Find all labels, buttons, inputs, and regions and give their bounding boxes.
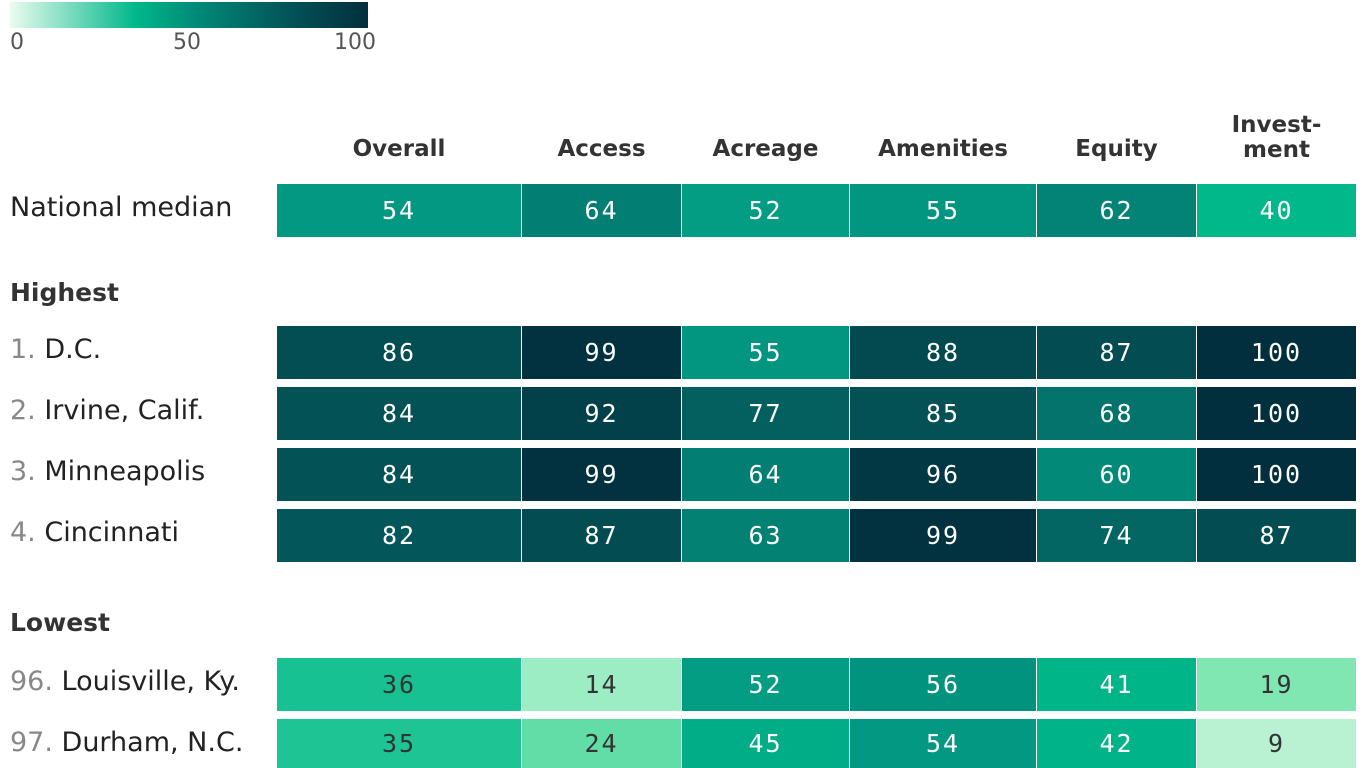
row-name: Louisville, Ky. [61,666,241,697]
heatmap-cell: 40 [1197,184,1356,237]
heatmap-cell: 82 [277,509,521,562]
row-name: Durham, N.C. [61,727,244,758]
heatmap-cell: 60 [1037,448,1196,501]
heatmap-cell: 99 [522,326,681,379]
column-header-1: Overall [352,136,446,162]
section-title-highest: Highest [10,278,119,307]
row-rank: 96. [10,666,62,697]
heatmap-cell: 63 [682,509,849,562]
heatmap-cell: 87 [1037,326,1196,379]
row-rank: 4. [10,517,45,548]
heatmap-cell: 92 [522,387,681,440]
row-rank: 97. [10,727,62,758]
row-name: D.C. [44,334,102,365]
row-label: 1. D.C. [10,334,101,365]
heatmap-cell: 74 [1037,509,1196,562]
heatmap-cell: 55 [850,184,1036,237]
heatmap-cell: 86 [277,326,521,379]
heatmap-cell: 56 [850,658,1036,711]
heatmap-cell: 14 [522,658,681,711]
heatmap-cell: 96 [850,448,1036,501]
column-header-3: Acreage [712,136,819,162]
heatmap-cell: 64 [522,184,681,237]
heatmap-cell: 52 [682,658,849,711]
heatmap-cell: 54 [850,719,1036,768]
section-title-lowest: Lowest [10,608,110,637]
row-label: 97. Durham, N.C. [10,727,243,758]
heatmap-cell: 9 [1197,719,1356,768]
row-name: Cincinnati [44,517,180,548]
heatmap-cell: 87 [522,509,681,562]
column-header-6: Invest-ment [1231,112,1322,163]
row-label: 2. Irvine, Calif. [10,395,204,426]
row-label: National median [10,192,232,223]
row-name: National median [10,192,233,223]
heatmap-cell: 84 [277,387,521,440]
row-rank: 1. [10,334,45,365]
heatmap-cell: 24 [522,719,681,768]
column-header-2: Access [557,136,646,162]
legend-tick-max: 100 [334,30,376,55]
heatmap-cell: 19 [1197,658,1356,711]
heatmap-cell: 100 [1197,448,1356,501]
color-legend: 0 50 100 [10,2,376,58]
row-label: 96. Louisville, Ky. [10,666,240,697]
heatmap-cell: 99 [850,509,1036,562]
row-name: Irvine, Calif. [44,395,205,426]
heatmap-cell: 84 [277,448,521,501]
heatmap-cell: 54 [277,184,521,237]
row-label: 4. Cincinnati [10,517,179,548]
heatmap-cell: 55 [682,326,849,379]
heatmap-cell: 100 [1197,387,1356,440]
row-rank: 2. [10,395,45,426]
heatmap-cell: 99 [522,448,681,501]
legend-tick-mid: 50 [173,30,201,55]
row-rank: 3. [10,456,45,487]
column-header-5: Equity [1075,136,1158,162]
heatmap-cell: 42 [1037,719,1196,768]
heatmap-cell: 88 [850,326,1036,379]
heatmap-cell: 77 [682,387,849,440]
column-header-4: Amenities [878,136,1008,162]
heatmap-cell: 45 [682,719,849,768]
heatmap-cell: 68 [1037,387,1196,440]
heatmap-cell: 41 [1037,658,1196,711]
heatmap-cell: 35 [277,719,521,768]
heatmap-cell: 62 [1037,184,1196,237]
heatmap-cell: 87 [1197,509,1356,562]
legend-gradient-bar [10,2,368,28]
heatmap-cell: 36 [277,658,521,711]
heatmap-cell: 85 [850,387,1036,440]
row-name: Minneapolis [44,456,206,487]
row-label: 3. Minneapolis [10,456,205,487]
heatmap-cell: 100 [1197,326,1356,379]
legend-tick-min: 0 [10,30,24,55]
heatmap-cell: 64 [682,448,849,501]
heatmap-cell: 52 [682,184,849,237]
